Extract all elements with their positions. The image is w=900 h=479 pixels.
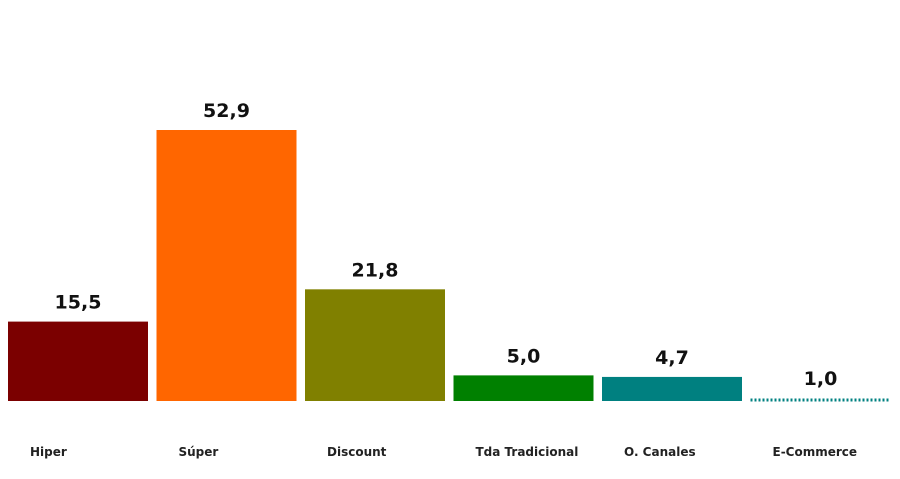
bar-o-canales xyxy=(602,376,742,401)
category-label-discount: Discount xyxy=(327,445,387,459)
category-labels-group: Hiper Súper Discount Tda Tradicional O. Cana… xyxy=(30,445,857,459)
bar-tda-tradicional xyxy=(453,375,594,401)
category-label-o-canales: O. Canales xyxy=(624,445,696,459)
bar-super xyxy=(156,130,297,401)
value-label-discount: 21,8 xyxy=(352,259,399,281)
category-label-e-commerce: E-Commerce xyxy=(773,445,858,459)
value-label-hiper: 15,5 xyxy=(55,292,102,314)
bar-hiper xyxy=(8,321,148,401)
value-label-tda-tradicional: 5,0 xyxy=(507,345,541,367)
category-label-tda-tradicional: Tda Tradicional xyxy=(476,445,579,459)
category-label-super: Súper xyxy=(179,445,219,459)
bars-group xyxy=(8,130,891,402)
category-label-hiper: Hiper xyxy=(30,445,67,459)
bar-discount xyxy=(305,289,445,401)
value-label-o-canales: 4,7 xyxy=(655,347,689,369)
value-label-e-commerce: 1,0 xyxy=(804,368,838,390)
value-label-super: 52,9 xyxy=(203,100,250,122)
value-labels-group: 15,5 52,9 21,8 5,0 4,7 1,0 xyxy=(55,100,838,390)
